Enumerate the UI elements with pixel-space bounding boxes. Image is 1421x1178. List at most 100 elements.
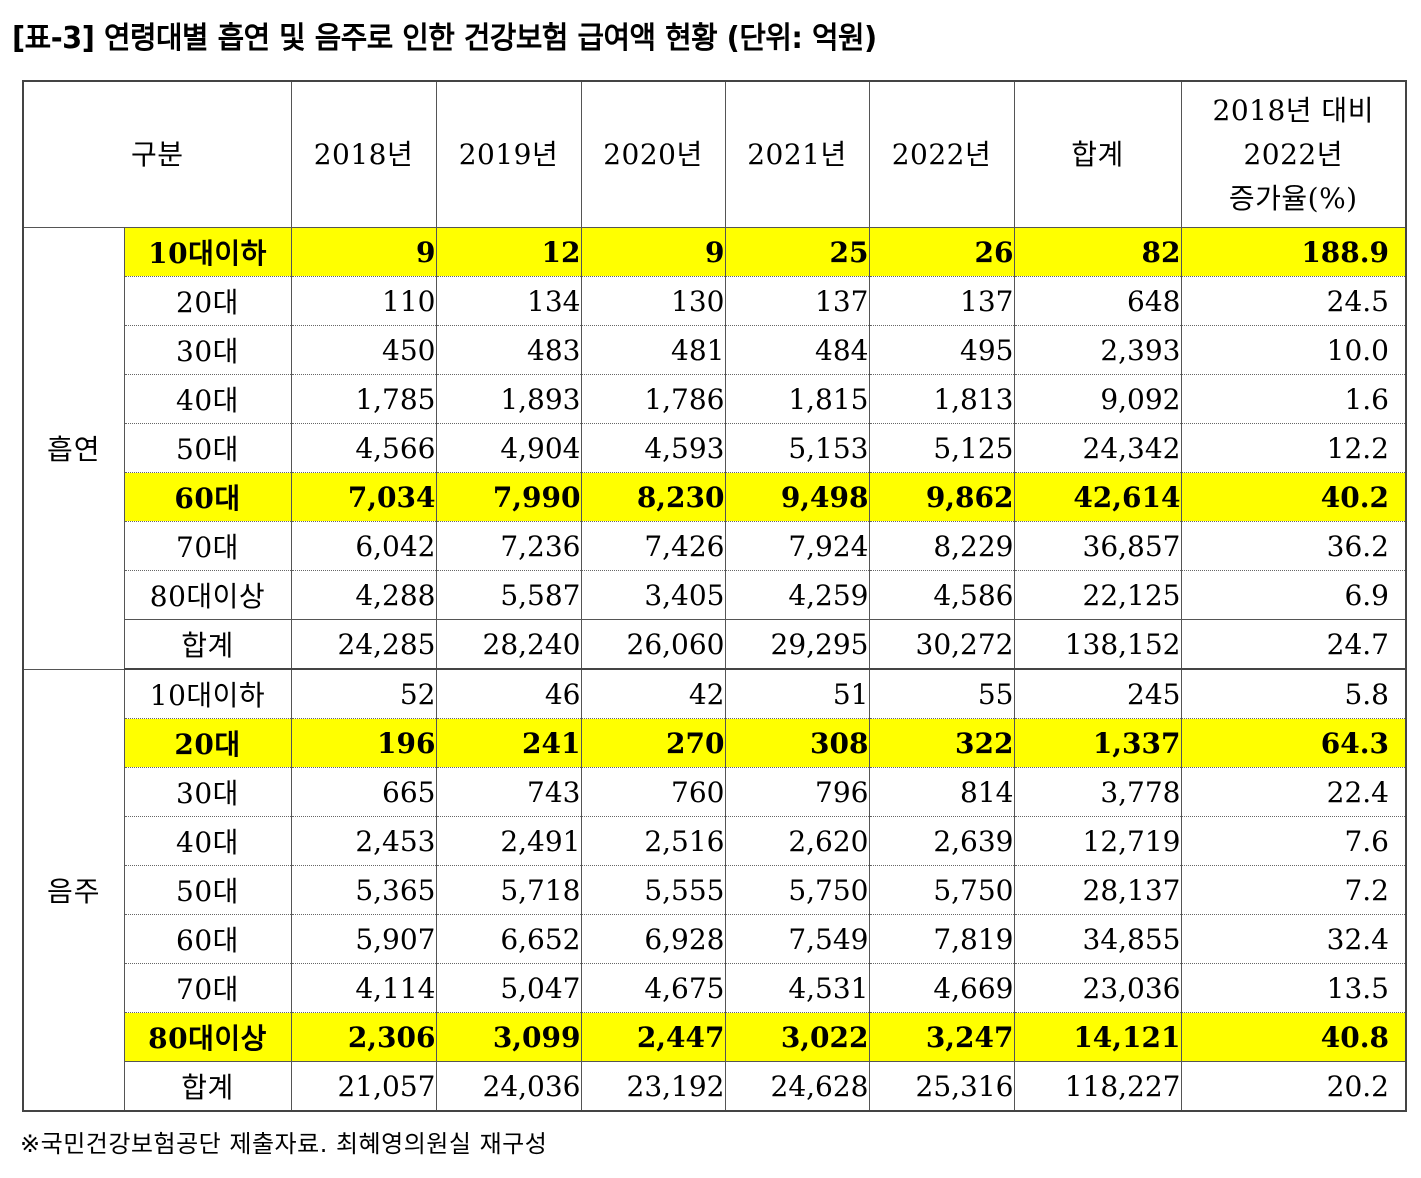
header-year-2018: 2018년 [290,80,437,228]
value-2019: 134 [435,276,582,326]
value-2020: 8,230 [580,472,726,522]
row-total: 82 [1013,227,1182,277]
age-group-label: 70대 [123,963,292,1013]
value-2021: 7,924 [724,521,870,571]
value-2021: 29,295 [724,619,870,670]
value-2020: 2,516 [580,816,726,866]
growth-rate: 10.0 [1180,325,1407,375]
table-row: 20대 196 241 270 308 322 1,337 64.3 [23,718,1407,768]
value-2018: 665 [290,767,437,817]
row-total: 245 [1013,669,1182,719]
value-2020: 481 [580,325,726,375]
value-2020: 6,928 [580,914,726,964]
age-group-label: 40대 [123,374,292,424]
value-2021: 3,022 [724,1012,870,1062]
header-total: 합계 [1013,80,1182,228]
value-2019: 3,099 [435,1012,582,1062]
age-group-label: 80대이상 [123,1012,292,1062]
row-total: 22,125 [1013,570,1182,620]
row-total: 138,152 [1013,619,1182,670]
table-row: 60대 5,907 6,652 6,928 7,549 7,819 34,855 32.4 [23,914,1407,964]
age-group-label: 70대 [123,521,292,571]
value-2022: 1,813 [868,374,1015,424]
source-footnote: ※국민건강보험공단 제출자료. 최혜영의원실 재구성 [20,1130,548,1158]
header-growth-line1: 2018년 대비 [1212,93,1374,127]
table-row: 50대 5,365 5,718 5,555 5,750 5,750 28,137 7.2 [23,865,1407,915]
value-2021: 25 [724,227,870,277]
value-2022: 814 [868,767,1015,817]
row-total: 3,778 [1013,767,1182,817]
value-2020: 7,426 [580,521,726,571]
growth-rate: 5.8 [1180,669,1407,719]
value-2022: 30,272 [868,619,1015,670]
value-2019: 12 [435,227,582,277]
value-2020: 760 [580,767,726,817]
value-2020: 1,786 [580,374,726,424]
value-2019: 2,491 [435,816,582,866]
growth-rate: 188.9 [1180,227,1407,277]
value-2019: 4,904 [435,423,582,473]
header-year-2022: 2022년 [868,80,1015,228]
age-group-label: 합계 [123,619,292,670]
age-group-label: 20대 [123,276,292,326]
value-2021: 7,549 [724,914,870,964]
growth-rate: 40.8 [1180,1012,1407,1062]
value-2022: 26 [868,227,1015,277]
age-group-label: 40대 [123,816,292,866]
value-2020: 130 [580,276,726,326]
age-group-label: 50대 [123,865,292,915]
header-row: 구분 2018년 2019년 2020년 2021년 2022년 합계 2018… [22,80,1407,228]
value-2022: 7,819 [868,914,1015,964]
value-2021: 796 [724,767,870,817]
value-2020: 42 [580,669,726,719]
value-2021: 5,750 [724,865,870,915]
value-2022: 4,586 [868,570,1015,620]
value-2019: 28,240 [435,619,582,670]
value-2018: 196 [290,718,437,768]
value-2018: 6,042 [290,521,437,571]
value-2020: 4,593 [580,423,726,473]
table-row: 80대이상 2,306 3,099 2,447 3,022 3,247 14,121 40.8 [23,1012,1407,1062]
table-row: 40대 1,785 1,893 1,786 1,815 1,813 9,092 1.6 [23,374,1407,424]
value-2022: 9,862 [868,472,1015,522]
growth-rate: 36.2 [1180,521,1407,571]
growth-rate: 32.4 [1180,914,1407,964]
value-2018: 2,453 [290,816,437,866]
growth-rate: 7.6 [1180,816,1407,866]
value-2019: 46 [435,669,582,719]
age-group-label: 80대이상 [123,570,292,620]
row-total: 12,719 [1013,816,1182,866]
value-2022: 4,669 [868,963,1015,1013]
value-2019: 483 [435,325,582,375]
value-2021: 308 [724,718,870,768]
value-2018: 450 [290,325,437,375]
row-total: 36,857 [1013,521,1182,571]
value-2022: 322 [868,718,1015,768]
value-2022: 25,316 [868,1061,1015,1112]
value-2022: 5,125 [868,423,1015,473]
value-2019: 5,587 [435,570,582,620]
row-total: 34,855 [1013,914,1182,964]
table-row: 30대 450 483 481 484 495 2,393 10.0 [23,325,1407,375]
value-2018: 2,306 [290,1012,437,1062]
value-2020: 270 [580,718,726,768]
age-group-label: 10대이하 [123,669,292,719]
table-body: 흡연 10대이하 9 12 9 25 26 82 188.9 20대 110 134 130 137 137… [22,227,1407,1112]
value-2018: 4,114 [290,963,437,1013]
value-2022: 137 [868,276,1015,326]
age-group-label: 30대 [123,325,292,375]
value-2019: 241 [435,718,582,768]
value-2020: 4,675 [580,963,726,1013]
growth-rate: 13.5 [1180,963,1407,1013]
value-2019: 7,236 [435,521,582,571]
value-2018: 4,566 [290,423,437,473]
table-row: 80대이상 4,288 5,587 3,405 4,259 4,586 22,125 6.9 [23,570,1407,620]
table-row: 50대 4,566 4,904 4,593 5,153 5,125 24,342 12.2 [23,423,1407,473]
age-group-label: 60대 [123,914,292,964]
total-row: 합계 21,057 24,036 23,192 24,628 25,316 118,227 2… [23,1061,1407,1112]
header-growth-rate: 2018년 대비 2022년 증가율(%) [1180,80,1407,228]
header-year-2020: 2020년 [580,80,726,228]
row-total: 28,137 [1013,865,1182,915]
value-2021: 4,531 [724,963,870,1013]
value-2018: 9 [290,227,437,277]
